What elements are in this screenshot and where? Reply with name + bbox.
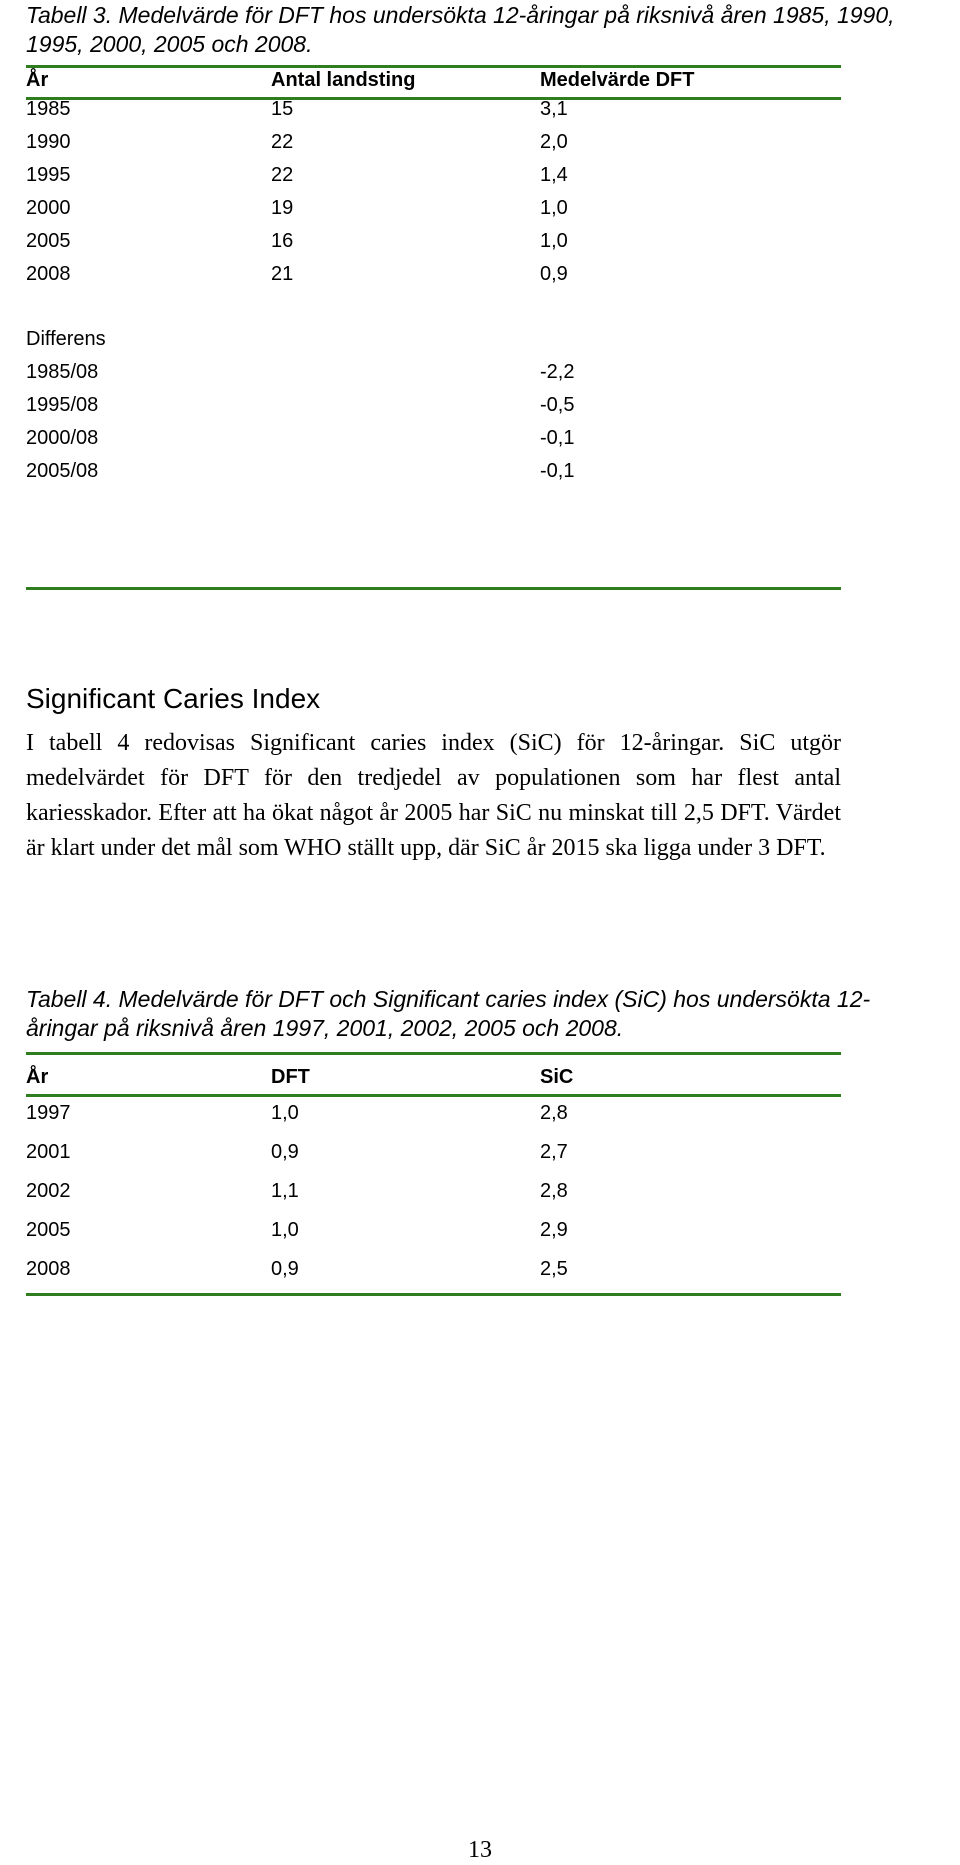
table-row: 2008 21 0,9: [26, 259, 841, 289]
table-cell: 22: [271, 131, 294, 153]
table-cell: 3,1: [540, 98, 568, 120]
table-cell: 1,0: [271, 1219, 299, 1241]
table-cell: 2002: [26, 1180, 71, 1202]
table-row: 2000/08 -0,1: [26, 423, 841, 453]
table-cell: 0,9: [271, 1258, 299, 1280]
table-cell: 1990: [26, 131, 71, 153]
table-cell: -0,1: [540, 427, 575, 449]
table-cell: 2008: [26, 1258, 71, 1280]
table-cell: 2000/08: [26, 427, 99, 449]
table-cell: 1,4: [540, 164, 568, 186]
table-cell: 16: [271, 230, 294, 252]
table-cell: 1985: [26, 98, 71, 120]
table4-caption: Tabell 4. Medelvärde för DFT och Signifi…: [26, 986, 871, 1041]
table-cell: 2000: [26, 197, 71, 219]
table-cell: -0,1: [540, 460, 575, 482]
table-cell: 1,1: [271, 1180, 299, 1202]
table-row: 1985 15 3,1: [26, 94, 841, 124]
table-cell: 1985/08: [26, 361, 99, 383]
table-cell: 2,5: [540, 1258, 568, 1280]
table-row: 1990 22 2,0: [26, 127, 841, 157]
table-cell: 2,9: [540, 1219, 568, 1241]
table3-header-mean: Medelvärde DFT: [540, 69, 695, 91]
table-cell: 2001: [26, 1141, 71, 1163]
table-cell: 22: [271, 164, 294, 186]
table-row: 2005 16 1,0: [26, 226, 841, 256]
table-row: 2000 19 1,0: [26, 193, 841, 223]
table-cell: 1,0: [271, 1102, 299, 1124]
table-row: 2001 0,9 2,7: [26, 1137, 841, 1167]
table-cell: 2,0: [540, 131, 568, 153]
table3-top-rule: [26, 65, 841, 68]
table-cell: 1995/08: [26, 394, 99, 416]
section-heading: Significant Caries Index: [26, 683, 321, 714]
table-cell: 21: [271, 263, 294, 285]
table3-header-row: År Antal landsting Medelvärde DFT: [26, 65, 841, 95]
table3-caption: Tabell 3. Medelvärde för DFT hos undersö…: [26, 2, 895, 57]
table-cell: 0,9: [271, 1141, 299, 1163]
table-cell: 2,8: [540, 1102, 568, 1124]
table3-header-year: År: [26, 69, 49, 91]
table3-diff-label-row: Differens: [26, 324, 841, 354]
table-cell: 2008: [26, 263, 71, 285]
table3-bottom-rule: [26, 587, 841, 590]
table-row: 1995 22 1,4: [26, 160, 841, 190]
table-row: 2005 1,0 2,9: [26, 1215, 841, 1245]
table4-top-rule: [26, 1052, 841, 1055]
section-paragraph: I tabell 4 redovisas Significant caries …: [26, 730, 841, 861]
table-cell: 2,8: [540, 1180, 568, 1202]
table4-header-year: År: [26, 1066, 49, 1088]
table-cell: 1995: [26, 164, 71, 186]
table-row: 1997 1,0 2,8: [26, 1098, 841, 1128]
table-cell: 2,7: [540, 1141, 568, 1163]
table-cell: 1,0: [540, 197, 568, 219]
table-cell: -0,5: [540, 394, 575, 416]
table-cell: 2005/08: [26, 460, 99, 482]
table4-header-row: År DFT SiC: [26, 1062, 841, 1092]
table4-bottom-rule: [26, 1293, 841, 1296]
table-cell: 2005: [26, 230, 71, 252]
table3-header-rule: [26, 97, 841, 100]
table-cell: 19: [271, 197, 294, 219]
table4-header-rule: [26, 1094, 841, 1097]
table-row: 1985/08 -2,2: [26, 357, 841, 387]
table-row: 2002 1,1 2,8: [26, 1176, 841, 1206]
diff-label: Differens: [26, 328, 106, 350]
table-cell: 0,9: [540, 263, 568, 285]
table-row: 1995/08 -0,5: [26, 390, 841, 420]
table-cell: 2005: [26, 1219, 71, 1241]
table-cell: 1997: [26, 1102, 71, 1124]
table-row: 2005/08 -0,1: [26, 456, 841, 486]
table-cell: 1,0: [540, 230, 568, 252]
table-cell: -2,2: [540, 361, 575, 383]
table4-header-dft: DFT: [271, 1066, 310, 1088]
page-number: 13: [468, 1837, 492, 1863]
table3-header-count: Antal landsting: [271, 69, 416, 91]
table4-header-sic: SiC: [540, 1066, 574, 1088]
table-row: 2008 0,9 2,5: [26, 1254, 841, 1284]
table-cell: 15: [271, 98, 294, 120]
